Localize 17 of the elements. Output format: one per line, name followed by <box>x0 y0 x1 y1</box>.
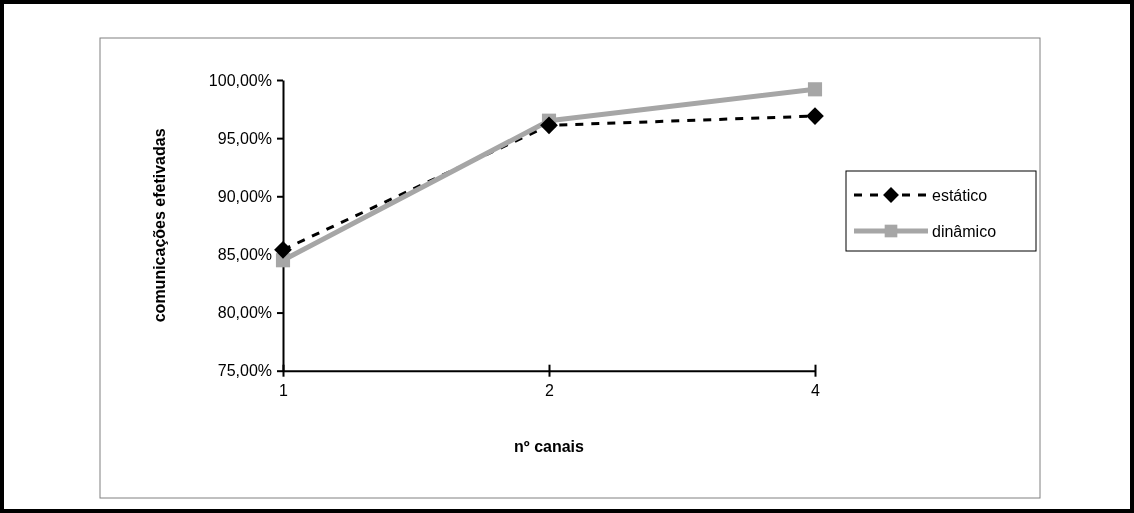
x-tick-label: 2 <box>545 382 555 400</box>
point <box>540 116 558 135</box>
x-tick-label: 1 <box>279 382 289 400</box>
x-axis-title: nº canais <box>514 438 585 455</box>
y-tick-label: 75,00% <box>217 362 272 380</box>
x-tick-label: 4 <box>811 382 821 400</box>
point <box>274 240 292 259</box>
legend-label: dinâmico <box>932 223 997 240</box>
legend-label: estático <box>932 187 988 204</box>
y-axis-title: comunicações efetivadas <box>151 128 168 323</box>
y-tick-label: 95,00% <box>217 129 272 147</box>
y-tick-label: 90,00% <box>217 187 272 205</box>
y-tick-label: 85,00% <box>217 246 272 264</box>
y-tick-label: 100,00% <box>208 71 272 89</box>
point <box>807 82 823 97</box>
y-tick-label: 80,00% <box>217 304 272 322</box>
point <box>806 107 824 125</box>
